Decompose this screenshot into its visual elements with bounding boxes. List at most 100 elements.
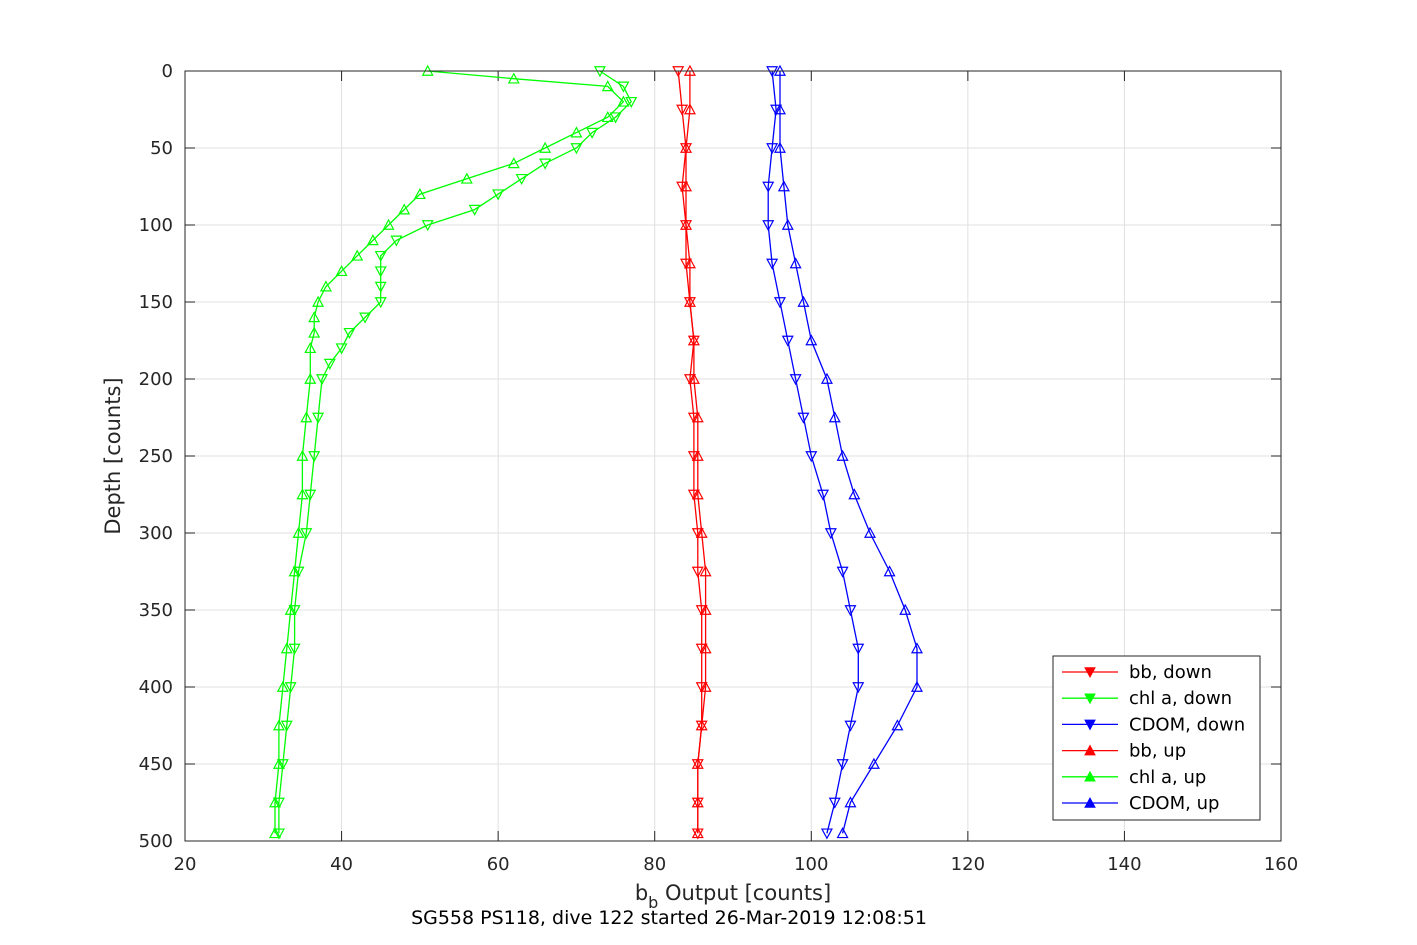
data-point (276, 680, 289, 692)
data-point (374, 250, 387, 263)
data-point (460, 172, 473, 184)
data-point (272, 828, 285, 840)
data-point (817, 489, 830, 501)
y-tick-label: 450 (139, 754, 173, 775)
data-point (691, 566, 704, 578)
data-point (315, 374, 329, 386)
legend-marker (1084, 667, 1096, 679)
data-point (691, 411, 704, 423)
data-point (308, 326, 321, 338)
y-tick-label: 100 (139, 215, 173, 236)
data-point (844, 605, 857, 617)
data-point (773, 297, 786, 309)
x-tick-label: 20 (174, 854, 197, 875)
legend-entry: CDOM, up (1129, 793, 1219, 814)
data-point (773, 141, 786, 153)
data-point (828, 411, 841, 423)
data-point (319, 280, 332, 292)
series-line (767, 70, 859, 834)
y-tick-label: 150 (139, 292, 173, 313)
legend-entry: chl a, down (1129, 688, 1232, 709)
chart-caption: SG558 PS118, dive 122 started 26-Mar-201… (411, 907, 927, 929)
data-point (691, 796, 704, 808)
data-point (609, 112, 622, 124)
data-point (374, 297, 387, 309)
data-point (691, 757, 704, 769)
data-point (781, 335, 794, 347)
data-point (867, 757, 880, 769)
data-point (773, 103, 786, 115)
data-point (284, 603, 297, 615)
data-point (323, 358, 336, 370)
data-point (601, 80, 614, 92)
legend-entry: chl a, up (1129, 767, 1206, 788)
data-point (805, 334, 818, 346)
data-point (304, 372, 317, 384)
y-tick-label: 0 (162, 61, 173, 82)
data-point (695, 605, 708, 617)
data-point (699, 603, 712, 615)
data-point (269, 827, 282, 839)
legend-marker (1084, 719, 1096, 731)
data-point (300, 528, 313, 540)
data-point (683, 257, 696, 269)
data-point (292, 526, 305, 538)
data-point (515, 173, 528, 186)
x-tick-label: 60 (487, 854, 510, 875)
legend-marker (1084, 693, 1096, 705)
data-point (699, 565, 712, 577)
legend-marker (1084, 770, 1096, 782)
series-5 (773, 64, 923, 839)
series-line (274, 70, 625, 834)
data-point (280, 720, 293, 732)
data-point (910, 680, 923, 692)
y-tick-label: 250 (139, 446, 173, 467)
y-tick-label: 350 (139, 600, 173, 621)
series-2 (762, 66, 865, 840)
data-point (699, 680, 712, 692)
data-point (836, 566, 849, 578)
data-point (687, 372, 700, 384)
data-point (848, 488, 861, 500)
data-point (617, 81, 630, 93)
data-point (308, 451, 321, 463)
legend-entry: CDOM, down (1129, 714, 1245, 735)
data-point (680, 218, 693, 230)
data-point (390, 235, 403, 247)
data-point (836, 827, 849, 839)
data-point (284, 682, 297, 694)
legend-marker (1084, 744, 1096, 756)
legend-entry: bb, down (1129, 662, 1212, 683)
data-point (300, 411, 313, 423)
data-point (382, 218, 395, 230)
data-point (910, 642, 923, 654)
x-tick-label: 140 (1107, 854, 1141, 875)
data-point (625, 96, 638, 109)
y-tick-label: 400 (139, 677, 173, 698)
data-point (374, 281, 387, 293)
data-point (335, 264, 348, 277)
data-point (292, 566, 305, 578)
data-point (781, 218, 794, 230)
y-tick-label: 500 (139, 831, 173, 852)
data-point (797, 412, 810, 424)
data-point (695, 643, 708, 655)
data-point (691, 827, 704, 839)
data-point (836, 759, 849, 771)
data-point (272, 719, 285, 731)
data-point (891, 719, 904, 731)
plot-frame (184, 70, 1282, 842)
data-point (828, 797, 841, 809)
series-line (677, 70, 703, 834)
data-point (601, 110, 614, 123)
data-point (676, 104, 689, 116)
data-point (296, 449, 309, 461)
data-point (539, 158, 552, 170)
data-point (852, 682, 865, 694)
data-point (272, 797, 285, 809)
x-tick-label: 100 (794, 854, 828, 875)
series-1 (272, 66, 638, 840)
data-point (762, 181, 775, 193)
data-point (789, 257, 802, 269)
